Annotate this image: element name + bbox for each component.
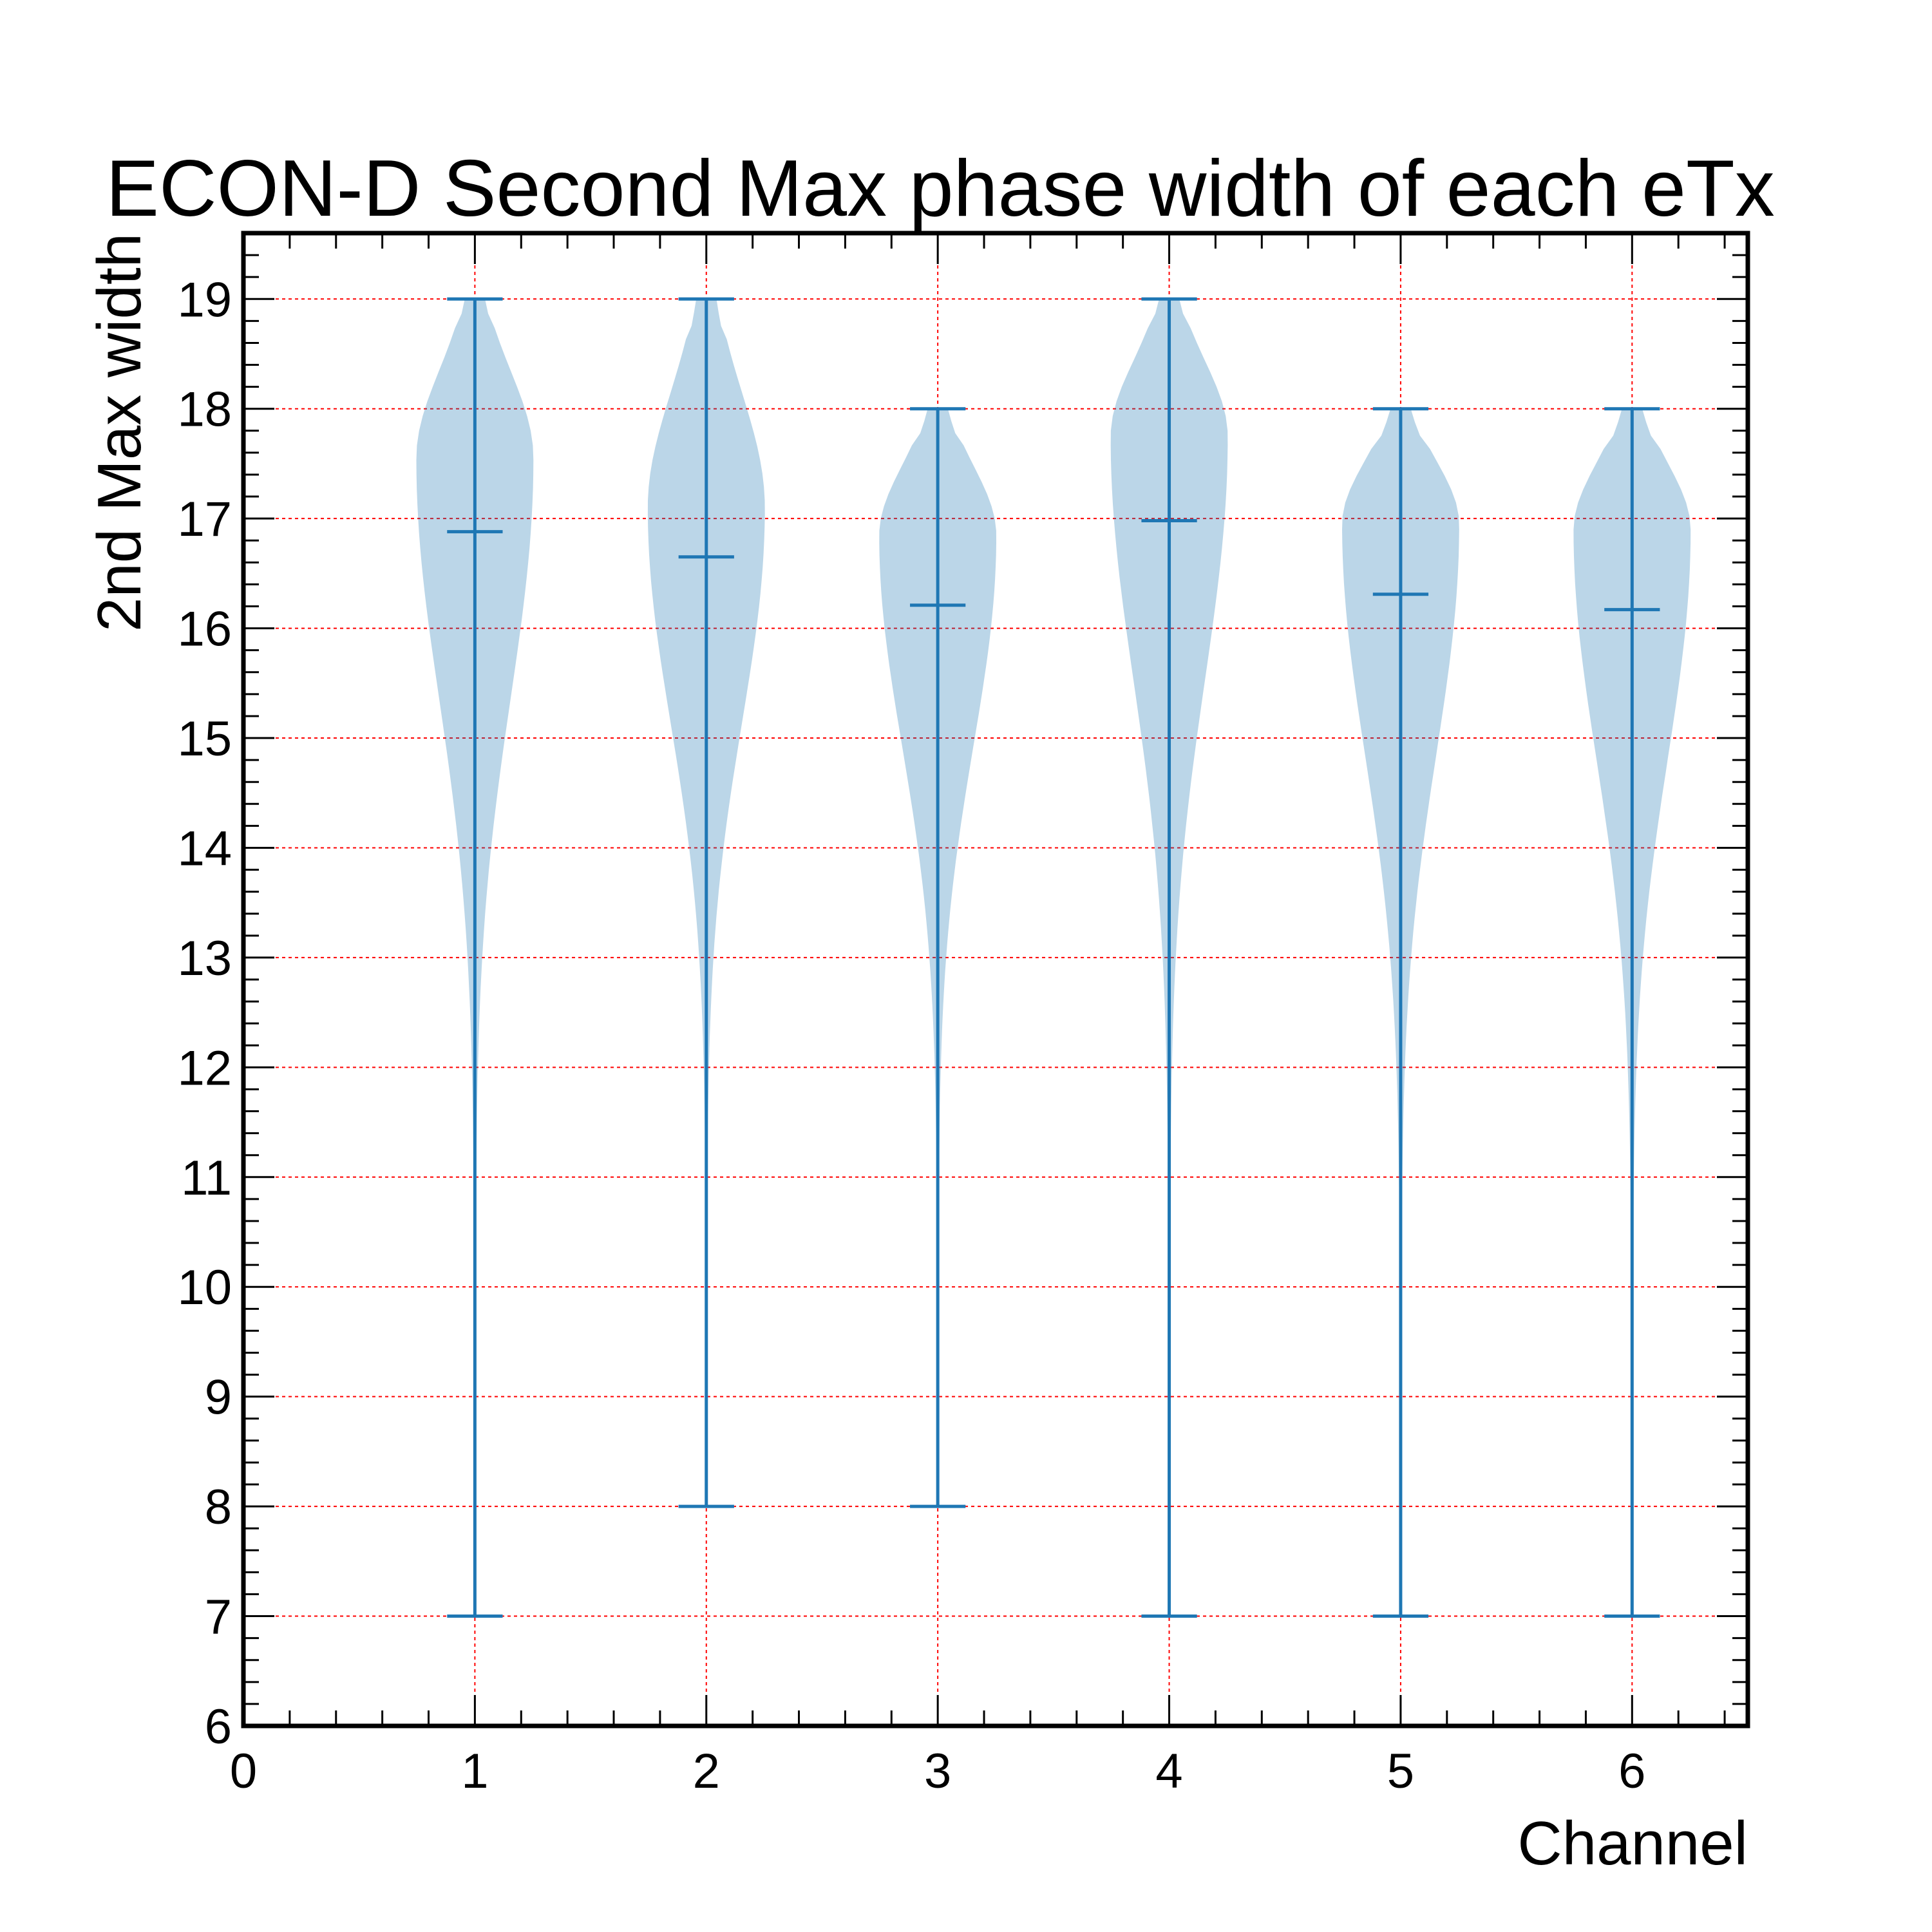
y-tick-label: 18 xyxy=(177,383,232,437)
y-tick-label: 19 xyxy=(177,272,232,327)
y-tick-label: 12 xyxy=(177,1041,232,1095)
x-axis-label: Channel xyxy=(1517,1809,1748,1878)
chart-title: ECON-D Second Max phase width of each eT… xyxy=(106,144,1774,233)
y-tick-label: 15 xyxy=(177,712,232,766)
y-tick-label: 10 xyxy=(177,1260,232,1315)
y-tick-label: 8 xyxy=(205,1480,232,1535)
y-tick-label: 6 xyxy=(205,1700,232,1754)
x-tick-label: 2 xyxy=(693,1744,720,1799)
y-tick-label: 13 xyxy=(177,931,232,986)
y-tick-label: 9 xyxy=(205,1370,232,1425)
x-tick-label: 4 xyxy=(1155,1744,1182,1799)
x-tick-label: 0 xyxy=(230,1744,257,1799)
y-tick-label: 16 xyxy=(177,602,232,657)
x-tick-label: 3 xyxy=(924,1744,951,1799)
y-tick-label: 11 xyxy=(181,1151,232,1206)
y-tick-label: 14 xyxy=(177,821,232,876)
x-tick-label: 6 xyxy=(1618,1744,1645,1799)
x-tick-label: 1 xyxy=(461,1744,488,1799)
violins xyxy=(416,297,1691,1618)
y-axis-label: 2nd Max width xyxy=(85,233,154,632)
x-tick-label: 5 xyxy=(1387,1744,1414,1799)
y-tick-label: 17 xyxy=(177,492,232,547)
y-tick-label: 7 xyxy=(205,1590,232,1645)
